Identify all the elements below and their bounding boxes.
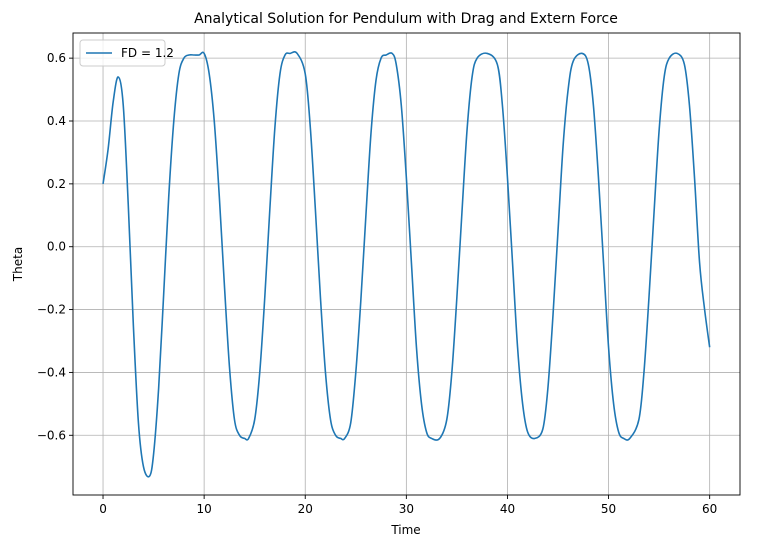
y-axis-ticks: −0.6 −0.4 −0.2 0.0 0.2 0.4 0.6: [37, 51, 73, 442]
x-tick-label: 40: [500, 502, 515, 516]
y-tick-label: 0.6: [47, 51, 66, 65]
y-axis-label: Theta: [11, 247, 25, 282]
y-tick-label: 0.0: [47, 240, 66, 254]
x-axis-label: Time: [390, 523, 420, 537]
legend-label-0: FD = 1.2: [121, 46, 174, 60]
x-tick-label: 60: [702, 502, 717, 516]
series-line-0: [102, 51, 711, 478]
y-tick-label: −0.2: [37, 303, 66, 317]
y-tick-label: 0.2: [47, 177, 66, 191]
y-tick-label: −0.4: [37, 365, 66, 379]
x-tick-label: 10: [196, 502, 211, 516]
chart-title: Analytical Solution for Pendulum with Dr…: [194, 11, 618, 27]
x-tick-label: 50: [601, 502, 616, 516]
x-tick-label: 20: [298, 502, 313, 516]
legend-box: [79, 39, 166, 67]
legend: FD = 1.2: [79, 39, 174, 67]
grid: [73, 33, 740, 495]
y-tick-label: −0.6: [37, 428, 66, 442]
x-tick-label: 30: [399, 502, 414, 516]
plot-lines: [102, 51, 711, 478]
x-tick-label: 0: [99, 502, 107, 516]
y-tick-label: 0.4: [47, 114, 66, 128]
x-axis-ticks: 0 10 20 30 40 50 60: [99, 495, 717, 516]
